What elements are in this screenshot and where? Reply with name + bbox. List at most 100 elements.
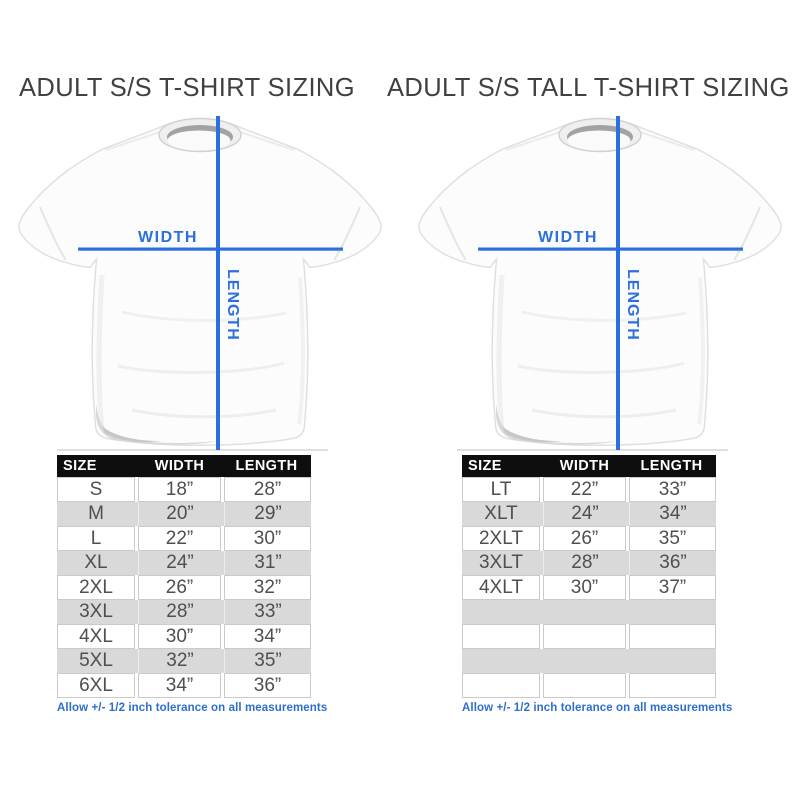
size-cell: XL: [84, 552, 108, 574]
wrinkle-2: [517, 361, 685, 374]
width-cell: 28”: [543, 550, 626, 575]
length-cell: 37”: [629, 575, 716, 600]
table-row-empty: [462, 673, 716, 698]
table-row-empty: [462, 648, 716, 674]
panel-adult-tall: ADULT S/S TALL T-SHIRT SIZING: [387, 0, 800, 800]
shirt-body: [18, 119, 382, 447]
table-row-empty: [462, 599, 716, 625]
table-row: XLT 24” 34”: [462, 501, 716, 526]
shoulder-seam-right: [239, 131, 295, 151]
empty-cell: [543, 624, 626, 649]
panel-title: ADULT S/S T-SHIRT SIZING: [19, 74, 355, 102]
empty-cell: [543, 673, 626, 698]
header-size: SIZE: [468, 458, 502, 474]
size-cell: 5XL: [79, 650, 113, 672]
width-cell: 26”: [543, 526, 626, 551]
tolerance-note: Allow +/- 1/2 inch tolerance on all meas…: [57, 702, 328, 714]
width-cell: 28”: [138, 599, 221, 624]
empty-cell: [629, 624, 716, 649]
tshirt-graphic: WIDTH LENGTH: [18, 116, 382, 451]
width-measure-label: WIDTH: [538, 229, 598, 246]
length-cell: 32”: [224, 575, 311, 600]
size-cell: LT: [462, 477, 540, 502]
width-cell: 30”: [543, 575, 626, 600]
width-line: [478, 247, 743, 251]
shirt-body: [418, 119, 782, 447]
collar-front: [567, 130, 631, 151]
length-cell: 35”: [629, 526, 716, 551]
wrinkle-2: [117, 361, 285, 374]
body-shading-left: [96, 274, 105, 429]
size-cell: M: [88, 503, 104, 525]
panel-title: ADULT S/S TALL T-SHIRT SIZING: [387, 74, 790, 102]
length-cell: 34”: [224, 624, 311, 649]
table-row: 5XL 32” 35”: [57, 648, 311, 673]
table-row-empty: [462, 624, 716, 649]
width-cell: 34”: [138, 673, 221, 698]
empty-cell: [462, 600, 540, 625]
size-cell: L: [57, 526, 135, 551]
width-cell: 30”: [138, 624, 221, 649]
length-cell: 33”: [224, 599, 311, 624]
length-cell: 30”: [224, 526, 311, 551]
tshirt-graphic: WIDTH LENGTH: [418, 116, 782, 451]
hem-fold-shadow: [502, 426, 562, 443]
width-measure-label: WIDTH: [138, 229, 198, 246]
wrinkle-3: [131, 408, 277, 419]
body-shading-right: [697, 277, 705, 425]
table-row: 2XL 26” 32”: [57, 575, 311, 600]
table-row: M 20” 29”: [57, 501, 311, 526]
size-cell: 4XL: [57, 624, 135, 649]
length-line: [216, 116, 220, 450]
wrinkle-1: [121, 310, 287, 322]
length-measure-label: LENGTH: [624, 269, 641, 341]
size-cell: 2XLT: [462, 526, 540, 551]
panel-adult: ADULT S/S T-SHIRT SIZING: [18, 74, 382, 714]
sleeve-crease-right: [733, 206, 761, 261]
length-cell: 29”: [224, 501, 311, 526]
table-row: 4XLT 30” 37”: [462, 575, 716, 600]
length-cell: 35”: [224, 648, 311, 673]
sleeve-crease-left: [439, 206, 467, 261]
empty-cell: [543, 649, 626, 674]
size-cell: 3XLT: [478, 552, 523, 574]
empty-cell: [543, 600, 626, 625]
header-width: WIDTH: [559, 458, 610, 474]
body-shading-right: [297, 277, 305, 425]
table-row: 3XL 28” 33”: [57, 599, 311, 624]
table-row: L 22” 30”: [57, 526, 311, 551]
width-cell: 26”: [138, 575, 221, 600]
width-line: [78, 247, 343, 251]
table-row: S 18” 28”: [57, 477, 311, 502]
table-header-row: SIZE WIDTH LENGTH: [57, 455, 311, 477]
table-row: 6XL 34” 36”: [57, 673, 311, 698]
empty-cell: [629, 649, 716, 674]
tshirt-diagram: WIDTH LENGTH: [410, 110, 790, 452]
length-line: [616, 116, 620, 450]
wrinkle-1: [521, 310, 687, 322]
length-cell: 36”: [629, 550, 716, 575]
size-chart-table: SIZE WIDTH LENGTH S 18” 28” M 20” 29” L …: [57, 455, 311, 698]
width-cell: 22”: [543, 477, 626, 502]
length-cell: 31”: [224, 550, 311, 575]
shoulder-seam-left: [105, 131, 161, 151]
size-cell: S: [57, 477, 135, 502]
width-cell: 32”: [138, 648, 221, 673]
length-cell: 28”: [224, 477, 311, 502]
empty-cell: [462, 649, 540, 674]
wrinkle-3: [531, 408, 677, 419]
width-cell: 20”: [138, 501, 221, 526]
size-cell: 2XL: [57, 575, 135, 600]
length-cell: 33”: [629, 477, 716, 502]
header-size: SIZE: [63, 458, 97, 474]
hem-fold-shadow: [102, 426, 162, 443]
size-cell: 4XLT: [462, 575, 540, 600]
header-length: LENGTH: [640, 458, 703, 474]
size-cell: 6XL: [57, 673, 135, 698]
collar-front: [167, 130, 231, 151]
width-cell: 24”: [543, 501, 626, 526]
size-chart-table: SIZE WIDTH LENGTH LT 22” 33” XLT 24” 34”…: [462, 455, 716, 698]
table-header-row: SIZE WIDTH LENGTH: [462, 455, 716, 477]
sleeve-crease-left: [39, 206, 67, 261]
